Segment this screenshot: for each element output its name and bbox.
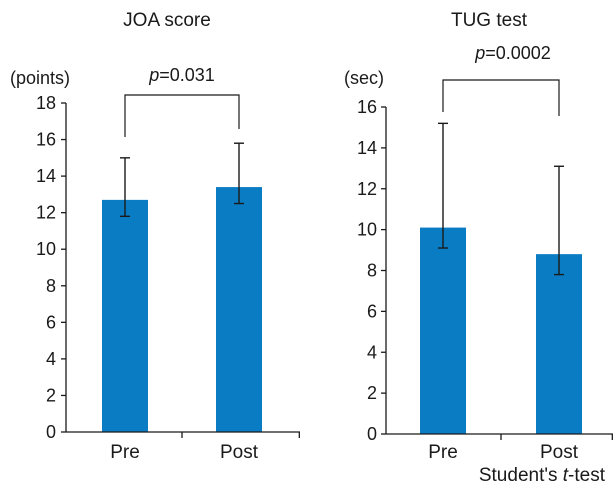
error-bars-joa bbox=[120, 142, 244, 218]
chart-title-joa: JOA score bbox=[123, 10, 211, 31]
y-axis-label-joa: (points) bbox=[10, 68, 70, 88]
y-tick-label: 18 bbox=[36, 93, 56, 113]
y-tick-label: 12 bbox=[36, 203, 56, 223]
y-tick-label: 0 bbox=[46, 422, 56, 442]
y-tick-label: 16 bbox=[357, 97, 377, 117]
bar bbox=[536, 254, 582, 434]
y-tick-label: 14 bbox=[36, 166, 56, 186]
y-tick-label: 2 bbox=[367, 383, 377, 403]
y-tick-label: 10 bbox=[36, 239, 56, 259]
axes-joa bbox=[65, 103, 300, 438]
y-tick-label: 12 bbox=[357, 179, 377, 199]
chart-panel-tug: TUG test (sec) p=0.0002 0 2 4 6 8 10 12 14 16 Pr… bbox=[344, 10, 613, 463]
y-ticks-tug: 0 2 4 6 8 10 12 14 16 bbox=[357, 97, 386, 444]
y-tick-label: 2 bbox=[46, 385, 56, 405]
x-category-label: Pre bbox=[428, 442, 458, 463]
significance-bracket-tug bbox=[442, 79, 560, 116]
bar bbox=[420, 227, 466, 434]
bars-tug bbox=[420, 227, 582, 434]
significance-bracket-line bbox=[442, 79, 560, 116]
y-tick-label: 10 bbox=[357, 220, 377, 240]
statistical-test-note: Student's t-test bbox=[479, 465, 606, 486]
bar bbox=[102, 199, 148, 432]
y-tick-label: 6 bbox=[367, 301, 377, 321]
y-tick-label: 8 bbox=[367, 261, 377, 281]
x-category-label: Post bbox=[220, 442, 259, 463]
x-category-label: Pre bbox=[110, 442, 140, 463]
chart-title-tug: TUG test bbox=[451, 10, 528, 31]
y-tick-label: 0 bbox=[367, 424, 377, 444]
bars-joa bbox=[102, 187, 262, 432]
y-tick-label: 6 bbox=[46, 312, 56, 332]
significance-bracket-line bbox=[124, 94, 240, 137]
y-tick-label: 4 bbox=[46, 349, 56, 369]
y-axis-label-tug: (sec) bbox=[344, 68, 384, 88]
y-ticks-joa: 0 2 4 6 8 10 12 14 16 18 bbox=[36, 93, 66, 442]
y-tick-label: 14 bbox=[357, 138, 377, 158]
p-value-label-joa: p=0.031 bbox=[148, 65, 215, 85]
x-category-label: Post bbox=[540, 442, 579, 463]
y-tick-label: 8 bbox=[46, 276, 56, 296]
error-bars-tug bbox=[438, 122, 564, 276]
y-tick-label: 16 bbox=[36, 130, 56, 150]
significance-bracket-joa bbox=[124, 94, 240, 137]
y-tick-label: 4 bbox=[367, 342, 377, 362]
chart-panel-joa: JOA score (points) p=0.031 0 2 4 6 8 10 12 14 16… bbox=[10, 10, 300, 463]
bar bbox=[216, 187, 262, 432]
p-value-label-tug: p=0.0002 bbox=[474, 43, 551, 63]
